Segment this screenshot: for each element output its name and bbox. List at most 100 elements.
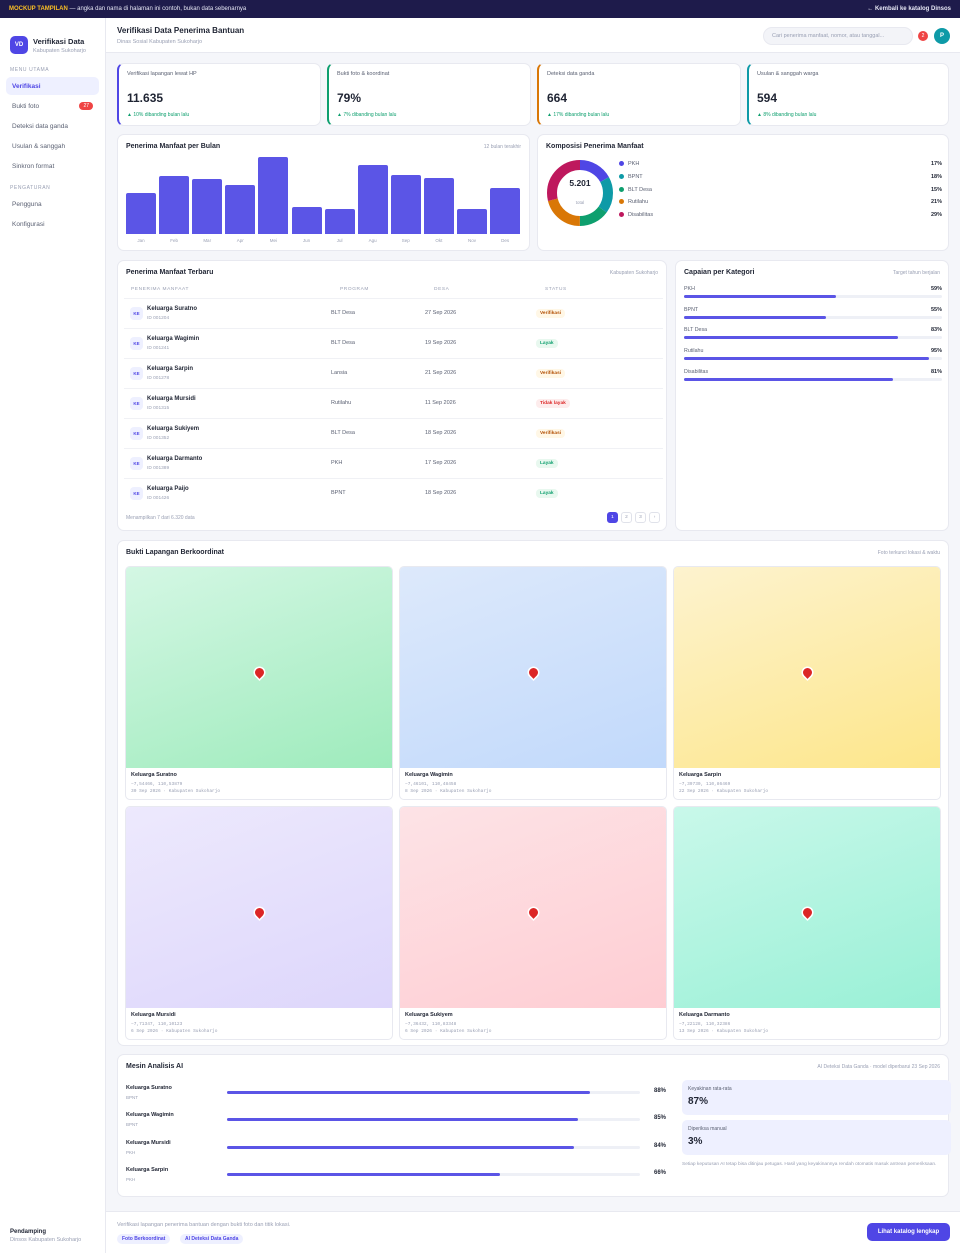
recent-beneficiaries-card: Penerima Manfaat Terbaru Kabupaten Sukoh…: [117, 260, 667, 531]
beneficiary-id: ID 001389: [147, 466, 170, 471]
sidebar-item-verifikasi[interactable]: Verifikasi: [6, 77, 99, 95]
date-cell: 27 Sep 2026: [425, 310, 457, 316]
evidence-coordinates: −7,39730, 110,86469: [679, 782, 731, 787]
search-input[interactable]: Cari penerima manfaat, nomor, atau tangg…: [763, 27, 913, 45]
chart-tick-label: Jul: [336, 238, 343, 243]
date-cell: 11 Sep 2026: [425, 400, 456, 406]
legend-label: PKH: [628, 161, 640, 167]
achievement-percent: 55%: [930, 306, 942, 313]
legend-item: Disabilitas 29%: [619, 212, 942, 218]
evidence-meta: 22 Sep 2026 · Kabupaten Sukoharjo: [679, 789, 769, 794]
evidence-name: Keluarga Sukiyem: [405, 1012, 453, 1018]
ai-result-row: Keluarga Wagimin BPNT 85%: [126, 1112, 666, 1132]
status-badge: Layak: [536, 339, 558, 348]
sidebar-item-pengguna[interactable]: Pengguna: [6, 195, 99, 213]
achievement-subtitle: Target tahun berjalan: [893, 270, 940, 276]
confidence-fill: [227, 1091, 591, 1094]
evidence-photo-card[interactable]: Keluarga Darmanto −7,22128, 110,32386 13 S…: [673, 806, 941, 1040]
achievement-item: Rutilahu 95%: [684, 348, 942, 361]
sidebar: VD Verifikasi Data Kabupaten Sukoharjo M…: [0, 18, 106, 1253]
date-cell: 21 Sep 2026: [425, 370, 457, 376]
evidence-name: Keluarga Mursidi: [131, 1012, 176, 1018]
table-row[interactable]: KE Keluarga Sukiyem ID 001352 BLT Desa 18 Se…: [124, 418, 663, 448]
evidence-meta: 6 Sep 2026 · Kabupaten Sukoharjo: [405, 1029, 492, 1034]
kpi-value: 594: [757, 91, 778, 105]
evidence-photo-card[interactable]: Keluarga Suratno −7,54466, 110,53879 30 Se…: [125, 566, 393, 800]
table-row[interactable]: KE Keluarga Wagimin ID 001241 BLT Desa 19 Se…: [124, 328, 663, 358]
program-cell: Rutilahu: [331, 400, 352, 406]
evidence-photo-card[interactable]: Keluarga Sarpin −7,39730, 110,86469 22 Sep…: [673, 566, 941, 800]
legend-dot: [619, 161, 624, 167]
achievement-card: Capaian per Kategori Target tahun berjal…: [675, 260, 949, 531]
table-row[interactable]: KE Keluarga Suratno ID 001204 BLT Desa 27 Se…: [124, 298, 663, 328]
table-row[interactable]: KE Keluarga Sarpin ID 001278 Lansia 21 Sep 2…: [124, 358, 663, 388]
beneficiary-name: Keluarga Mursidi: [147, 396, 196, 402]
evidence-photo-card[interactable]: Keluarga Wagimin −7,46101, 110,48458 8 Sep…: [399, 566, 667, 800]
table-row[interactable]: KE Keluarga Paijo ID 001426 BPNT 18 Sep 2026…: [124, 478, 663, 508]
legend-item: BPNT 18%: [619, 174, 942, 180]
progress-track: [684, 295, 942, 298]
page-button[interactable]: 3: [635, 512, 646, 523]
achievement-label: Rutilahu: [684, 348, 704, 355]
kpi-card-deteksi: Deteksi data ganda 664 ▲ 17% dibanding b…: [537, 63, 741, 126]
evidence-coordinates: −7,36432, 110,83348: [405, 1022, 457, 1027]
avatar[interactable]: P: [934, 28, 950, 44]
program-cell: BLT Desa: [331, 340, 355, 346]
page-button[interactable]: 2: [621, 512, 632, 523]
beneficiary-name: Keluarga Suratno: [147, 306, 198, 312]
next-page-button[interactable]: ›: [649, 512, 660, 523]
chart-bar: [258, 157, 289, 234]
table-row[interactable]: KE Keluarga Mursidi ID 001315 Rutilahu 11 Se…: [124, 388, 663, 418]
ai-result-row: Keluarga Sarpin PKH 66%: [126, 1167, 666, 1187]
achievement-item: BLT Desa 83%: [684, 327, 942, 340]
ai-program: PKH: [126, 1149, 136, 1155]
evidence-meta: 30 Sep 2026 · Kabupaten Sukoharjo: [131, 789, 221, 794]
legend-label: Rutilahu: [628, 199, 649, 206]
back-to-catalog-link[interactable]: ← Kembali ke katalog Dinsos: [867, 6, 951, 12]
footer-text: Verifikasi lapangan penerima bantuan den…: [117, 1222, 291, 1228]
view-catalog-button[interactable]: Lihat katalog lengkap: [867, 1223, 950, 1241]
sidebar-footer: Pendamping Dinsos Kabupaten Sukoharjo: [10, 1229, 81, 1243]
evidence-title: Bukti Lapangan Berkoordinat: [126, 549, 225, 556]
page-button[interactable]: 1: [607, 512, 618, 523]
status-badge: Tidak layak: [536, 399, 570, 408]
sidebar-item-label: Pengguna: [12, 200, 42, 208]
column-header: DESA: [434, 287, 450, 292]
chart-tick-label: Mei: [269, 238, 278, 243]
beneficiary-id: ID 001241: [147, 346, 170, 351]
ai-analysis-card: Mesin Analisis AI AI Deteksi Data Ganda …: [117, 1054, 951, 1197]
evidence-photo-card[interactable]: Keluarga Sukiyem −7,36432, 110,83348 6 Sep…: [399, 806, 667, 1040]
evidence-subtitle: Foto terkunci lokasi & waktu: [877, 550, 940, 556]
confidence-track: [227, 1172, 640, 1176]
evidence-photo-card[interactable]: Keluarga Mursidi −7,71347, 110,10123 6 Sep…: [125, 806, 393, 1040]
page-title: Verifikasi Data Penerima Bantuan: [117, 26, 245, 35]
chart-tick-label: Jun: [302, 238, 311, 243]
chart-bar: [324, 209, 355, 234]
donut-chart: [547, 160, 613, 226]
progress-fill: [684, 315, 826, 319]
sidebar-item-deteksi[interactable]: Deteksi data ganda: [6, 117, 99, 135]
confidence-stat: Keyakinan rata-rata 87%: [682, 1080, 951, 1115]
sidebar-item-bukti-foto[interactable]: Bukti foto 27: [6, 97, 99, 115]
progress-fill: [684, 377, 893, 381]
chart-bar: [225, 184, 256, 234]
confidence-fill: [227, 1118, 579, 1122]
table-row[interactable]: KE Keluarga Darmanto ID 001389 PKH 17 Sep 20…: [124, 448, 663, 478]
sidebar-item-konfigurasi[interactable]: Konfigurasi: [6, 215, 99, 233]
achievement-label: Disabilitas: [684, 368, 709, 375]
progress-fill: [684, 295, 837, 298]
legend-item: BLT Desa 15%: [619, 187, 942, 193]
achievement-item: BPNT 55%: [684, 306, 942, 319]
chart-bar: [126, 193, 156, 234]
field-evidence-card: Bukti Lapangan Berkoordinat Foto terkunc…: [117, 540, 949, 1046]
sidebar-item-usulan[interactable]: Usulan & sanggah: [6, 137, 99, 155]
column-header: STATUS: [545, 287, 567, 292]
notification-badge[interactable]: 2: [918, 31, 928, 41]
role-title: Pendamping: [10, 1229, 47, 1235]
evidence-name: Keluarga Suratno: [131, 772, 177, 778]
sidebar-item-sinkron[interactable]: Sinkron format: [6, 157, 99, 175]
evidence-name: Keluarga Wagimin: [405, 772, 453, 778]
feature-pill: AI Deteksi Data Ganda: [180, 1234, 244, 1244]
date-cell: 19 Sep 2026: [425, 340, 457, 346]
evidence-coordinates: −7,71347, 110,10123: [131, 1022, 183, 1027]
